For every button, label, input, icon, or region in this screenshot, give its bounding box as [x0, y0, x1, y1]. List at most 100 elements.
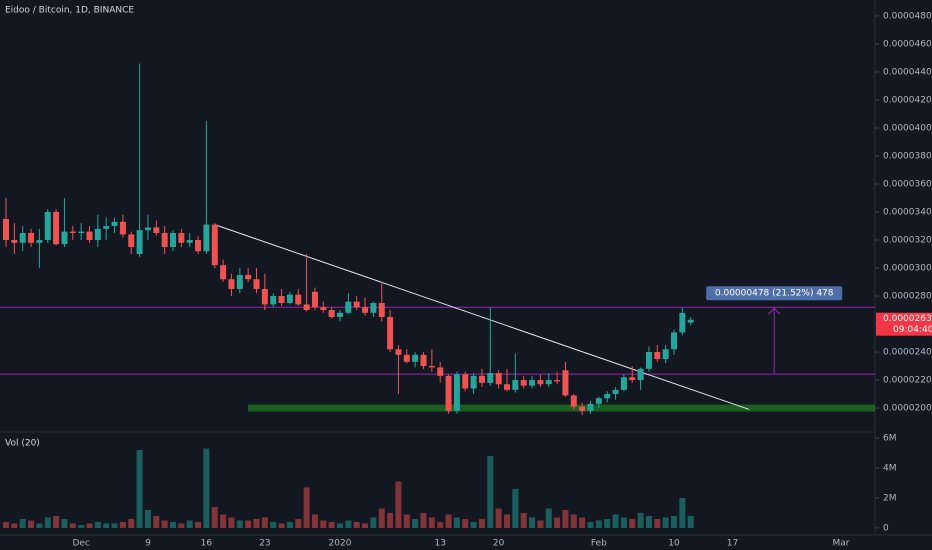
candle-body: [378, 303, 385, 318]
volume-bar: [671, 515, 677, 528]
candle-body: [612, 389, 619, 395]
volume-bar: [203, 448, 210, 528]
candle-body: [119, 221, 126, 235]
candle-body: [654, 352, 661, 360]
volume-bar: [412, 518, 419, 528]
volume-bar: [395, 481, 402, 528]
volume-bar: [236, 520, 243, 528]
candle-body: [362, 307, 369, 313]
x-tick-label: 9: [145, 539, 151, 549]
candle-body: [520, 380, 527, 386]
volume-bar: [311, 514, 318, 528]
volume-bar: [629, 518, 636, 528]
measure-label: 0.00000478 (21.52%) 478: [715, 289, 834, 299]
volume-bar: [495, 508, 502, 528]
candle-body: [453, 374, 460, 411]
candle-body: [86, 231, 93, 241]
volume-bar: [612, 514, 619, 528]
candle-body: [595, 398, 602, 404]
volume-bar: [378, 508, 385, 528]
volume-bar: [529, 517, 536, 528]
candle-body: [3, 219, 9, 241]
y-tick-label: 0.00002400: [883, 348, 932, 358]
volume-bar: [420, 512, 427, 528]
support-zone: [248, 404, 875, 412]
volume-bar: [195, 521, 202, 528]
candle-body: [220, 265, 227, 280]
candle-body: [512, 380, 519, 390]
volume-bar: [286, 521, 293, 528]
x-tick-label: Feb: [591, 539, 607, 549]
candle-body: [562, 370, 569, 396]
volume-title: Vol (20): [5, 439, 40, 449]
y-tick-label: 0.00004000: [883, 123, 932, 133]
volume-bar: [462, 518, 469, 528]
candle-body: [478, 375, 485, 383]
candle-body: [236, 275, 243, 290]
volume-bar: [428, 517, 435, 528]
volume-bar: [337, 523, 343, 528]
volume-bar: [170, 521, 176, 528]
volume-bar: [211, 506, 218, 528]
candle-body: [111, 221, 118, 227]
candle-body: [228, 279, 235, 290]
candle-body: [587, 403, 594, 411]
candle-body: [337, 312, 343, 318]
candle-body: [186, 240, 193, 243]
candle-body: [345, 301, 352, 313]
measure-arrowhead: [767, 307, 781, 315]
candle-body: [428, 366, 435, 368]
volume-bar: [470, 521, 477, 528]
volume-bar: [562, 509, 569, 528]
candle-body: [11, 240, 18, 243]
y-tick-label: 0.00002800: [883, 292, 932, 302]
x-tick-label: Dec: [72, 539, 89, 549]
candle-body: [412, 354, 419, 362]
volume-bar: [245, 520, 252, 528]
candle-body: [353, 301, 360, 308]
volume-bar: [504, 514, 510, 528]
volume-bar: [645, 515, 652, 528]
volume-bar: [387, 512, 394, 528]
candle-body: [637, 368, 644, 381]
candle-body: [320, 307, 327, 311]
candle-body: [178, 233, 185, 243]
volume-bar: [261, 517, 268, 528]
volume-bar: [637, 512, 644, 528]
candle-body: [170, 233, 176, 248]
y-tick-label: 0.00003000: [883, 264, 932, 274]
y-tick-label: 0.00002000: [883, 404, 932, 414]
volume-bar: [445, 514, 452, 528]
y-tick-label: 0.00003400: [883, 208, 932, 218]
x-tick-label: 10: [668, 539, 680, 549]
volume-bar: [453, 517, 460, 528]
volume-bar: [144, 509, 151, 528]
candle-body: [28, 233, 35, 243]
volume-bar: [220, 514, 227, 528]
last-price-tag: [876, 312, 932, 336]
candle-body: [662, 349, 669, 360]
x-tick-label: 2020: [329, 539, 352, 549]
candle-body: [604, 394, 611, 399]
volume-tick-label: 0: [883, 523, 889, 533]
volume-bar: [320, 520, 327, 528]
volume-bar: [595, 520, 602, 528]
candle-body: [311, 291, 318, 308]
measure-box: [706, 286, 843, 301]
volume-bar: [19, 518, 26, 528]
volume-bar: [178, 523, 185, 528]
candle-body: [78, 231, 85, 234]
volume-bar: [512, 488, 519, 528]
y-tick-label: 0.00003600: [883, 180, 932, 190]
volume-bar: [370, 517, 377, 528]
candle-body: [261, 289, 268, 305]
candle-body: [403, 354, 410, 362]
volume-bar: [328, 521, 335, 528]
x-tick-label: 13: [434, 539, 445, 549]
volume-bar: [545, 508, 552, 528]
y-tick-label: 0.00004600: [883, 39, 932, 49]
candle-body: [504, 384, 510, 390]
candle-body: [270, 296, 277, 305]
x-tick-label: Mar: [833, 539, 850, 549]
candle-body: [245, 275, 252, 280]
